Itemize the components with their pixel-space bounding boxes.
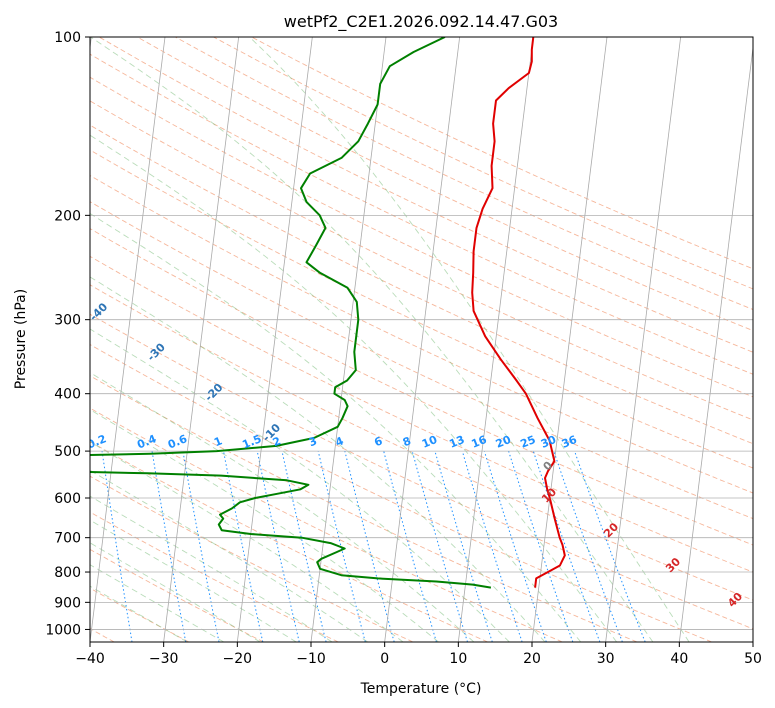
- dry-adiabat-line: [90, 587, 190, 642]
- dry-adiabat-line: [90, 407, 563, 642]
- y-axis: 100 200 300 400 500 600 700 800 900 1000: [45, 30, 90, 638]
- mixing-ratio-label: 1: [212, 434, 224, 449]
- y-tick-label: 500: [54, 444, 81, 460]
- dry-adiabat-line: [90, 124, 753, 445]
- mixing-ratio-label: 16: [470, 433, 489, 451]
- profiles: [90, 37, 566, 589]
- moist-adiabat-line: [90, 276, 546, 642]
- mixing-ratio-line: [281, 450, 327, 642]
- plot-frame: [89, 36, 754, 643]
- isotherm-line: [384, 37, 461, 642]
- y-tick-label: 100: [54, 30, 81, 46]
- x-tick-label: 10: [449, 651, 467, 667]
- mixing-ratio-label: 10: [420, 433, 439, 451]
- mixing-ratio-line: [434, 450, 493, 642]
- y-tick-label: 400: [54, 387, 81, 403]
- dry-adiabat-line: [90, 174, 753, 494]
- x-tick-label: −40: [75, 651, 105, 667]
- mixing-ratio-line: [223, 451, 264, 642]
- mixing-ratio-label: 36: [560, 433, 579, 451]
- moist-adiabat-line: [90, 409, 439, 642]
- mixing-ratio-label: 30: [539, 433, 558, 451]
- moist-adiabat-line: [249, 37, 690, 642]
- moist-adiabat-line: [90, 469, 368, 642]
- y-tick-label: 200: [54, 208, 81, 224]
- dry-adiabat-line: [90, 76, 753, 398]
- mixing-ratio-line: [411, 450, 468, 642]
- x-tick-label: −20: [223, 651, 253, 667]
- x-tick-label: 0: [380, 651, 389, 667]
- x-axis-label: Temperature (°C): [360, 681, 482, 697]
- temperature-profile-line: [471, 37, 566, 588]
- y-tick-label: 600: [54, 491, 81, 507]
- moist-adiabat-line: [90, 37, 654, 642]
- y-tick-label: 800: [54, 565, 81, 581]
- plot-area: [90, 37, 753, 642]
- mixing-ratio-line: [256, 450, 300, 642]
- y-axis-label: Pressure (hPa): [13, 289, 29, 389]
- dry-adiabat-line: [90, 548, 264, 642]
- dry-adiabat-line: [90, 228, 753, 546]
- moist-adiabat-line: [90, 134, 618, 642]
- isotherm-line: [236, 37, 313, 642]
- isotherm-line: [90, 37, 166, 642]
- grid: [90, 37, 753, 642]
- dry-adiabat-line: [90, 375, 638, 642]
- dry-adiabat-line: [90, 255, 753, 573]
- mixing-ratio-line: [508, 450, 574, 642]
- mixing-ratio-line: [182, 451, 220, 642]
- mixing-ratio-line: [553, 450, 623, 642]
- mixing-ratio-line: [461, 450, 523, 642]
- isotherm-line: [531, 37, 608, 642]
- chart-title: wetPf2_C2E1.2026.092.14.47.G03: [284, 12, 558, 32]
- adiabat-label: -50: [29, 260, 52, 283]
- dry-adiabat-line: [213, 37, 753, 290]
- isotherm-line: [163, 37, 240, 642]
- x-tick-label: 30: [597, 651, 615, 667]
- moist-adiabat-line: [90, 213, 582, 642]
- y-tick-label: 900: [54, 595, 81, 611]
- x-tick-label: −10: [296, 651, 326, 667]
- mixing-ratio-line: [317, 450, 366, 642]
- y-tick-label: 1000: [45, 622, 81, 638]
- dry-adiabat-line: [90, 313, 753, 630]
- dry-adiabat-line: [90, 441, 488, 642]
- x-tick-label: 20: [523, 651, 541, 667]
- mixing-ratio-label: 25: [518, 433, 537, 451]
- mixing-ratio-line: [574, 450, 646, 642]
- x-tick-label: 50: [744, 651, 762, 667]
- x-tick-label: −30: [149, 651, 179, 667]
- moist-adiabat-line: [90, 328, 510, 642]
- x-tick-label: 40: [670, 651, 688, 667]
- diagram-labels: 0.10.20.40.611.52346810131620253036-100-…: [29, 260, 745, 610]
- y-tick-label: 300: [54, 313, 81, 329]
- mixing-ratio-label: 13: [447, 433, 466, 451]
- x-axis: −40 −30 −20 −10 0 10 20 30 40 50: [75, 642, 762, 667]
- mixing-ratio-line: [532, 450, 601, 642]
- mixing-ratio-label: 20: [494, 433, 513, 451]
- dewpoint-profile-line: [90, 37, 492, 589]
- mixing-ratio-label: 2: [271, 434, 283, 449]
- moist-adiabat-line: [90, 371, 475, 642]
- y-tick-label: 700: [54, 531, 81, 547]
- isotherm-line: [752, 638, 753, 642]
- mixing-ratio-line: [383, 450, 437, 642]
- isotherm-line: [457, 37, 534, 642]
- mixing-ratio-line: [483, 450, 547, 642]
- dry-adiabat-line: [90, 100, 753, 421]
- isotherm-line: [605, 37, 682, 642]
- isotherm-line: [678, 44, 753, 642]
- mixing-ratio-label: 3: [307, 434, 319, 449]
- mixing-ratio-label: 8: [401, 434, 413, 449]
